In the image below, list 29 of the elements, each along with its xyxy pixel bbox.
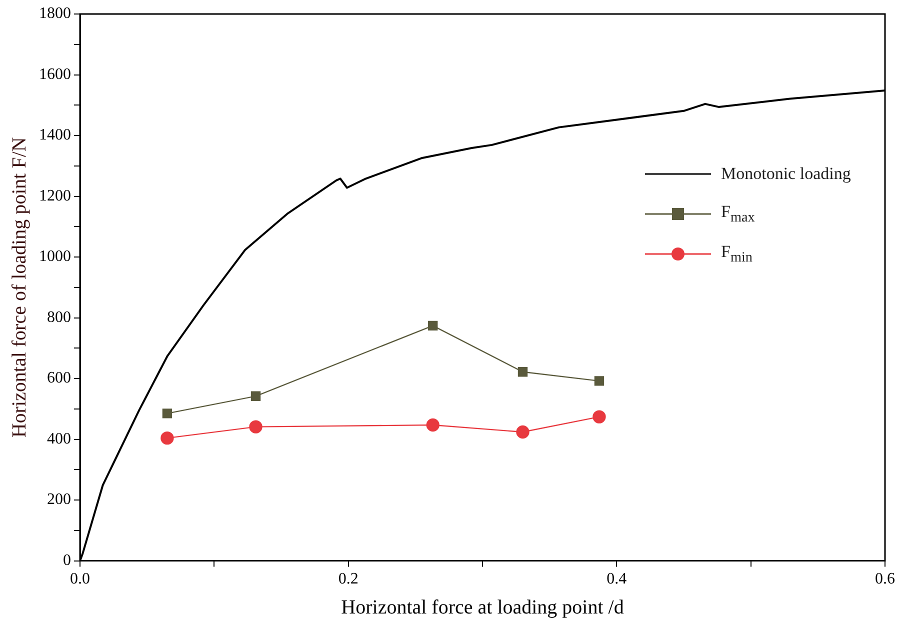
x-tick-label: 0.0 [70, 570, 90, 588]
point [250, 391, 261, 401]
x-tick-label: 0.4 [606, 570, 627, 588]
x-axis-title: Horizontal force at loading point /d [341, 596, 624, 618]
y-tick-label: 1000 [39, 248, 71, 266]
legend-label: Monotonic loading [721, 164, 851, 184]
y-tick-label: 1400 [39, 126, 71, 144]
point [516, 425, 530, 439]
point [592, 410, 606, 424]
y-tick-label: 1800 [39, 5, 71, 22]
point [594, 376, 604, 386]
legend-label: F$_{max}$ [721, 202, 755, 226]
y-tick-label: 0 [63, 552, 71, 570]
legend-label: F$_{min}$ [721, 242, 752, 266]
point [249, 420, 262, 434]
y-axis-title: Horizontal force of loading point F/N [8, 137, 30, 438]
y-tick-label: 600 [47, 370, 71, 387]
y-tick-label: 1200 [39, 187, 71, 204]
y-tick-label: 200 [47, 491, 71, 508]
point [160, 431, 174, 445]
point [426, 418, 440, 432]
y-tick-label: 800 [47, 308, 71, 326]
y-tick-label: 400 [47, 430, 71, 448]
point [162, 408, 172, 418]
point [518, 367, 528, 377]
x-tick-label: 0.6 [875, 570, 895, 588]
y-tick-label: 1600 [39, 66, 71, 83]
point [428, 320, 438, 331]
x-tick-label: 0.2 [338, 570, 358, 588]
